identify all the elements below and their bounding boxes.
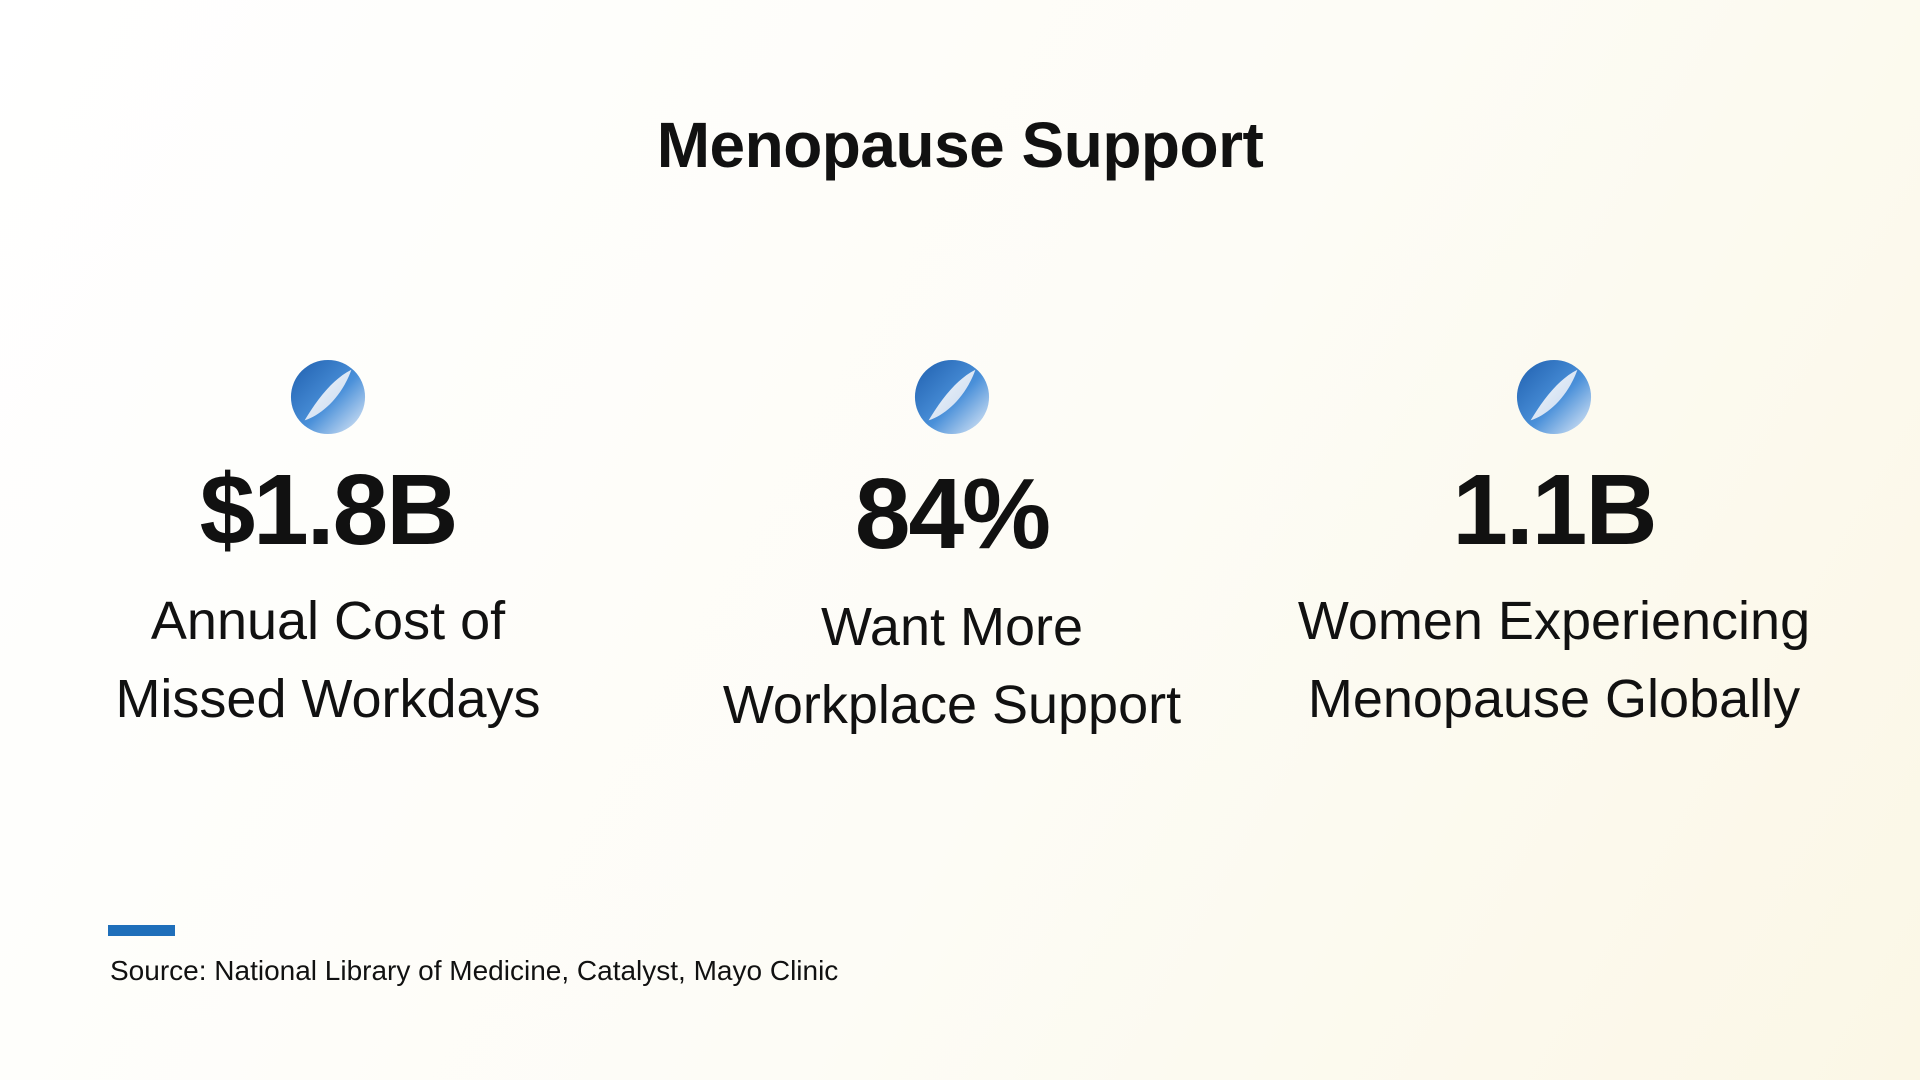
stat-label: Women Experiencing Menopause Globally <box>1274 582 1834 738</box>
stat-label: Annual Cost of Missed Workdays <box>48 582 608 738</box>
stat-value: 1.1B <box>1452 454 1657 566</box>
stat-card-workplace-support: 84% Want More Workplace Support <box>672 358 1232 744</box>
source-citation: Source: National Library of Medicine, Ca… <box>110 955 839 986</box>
stat-label-line: Menopause Globally <box>1307 669 1801 729</box>
stat-label: Want More Workplace Support <box>672 588 1232 744</box>
stat-label-line: Women Experiencing <box>1297 591 1811 651</box>
stat-label-line: Workplace Support <box>722 675 1182 735</box>
stat-label-line: Missed Workdays <box>115 669 541 729</box>
blue-orb-icon <box>1516 359 1592 435</box>
stat-card-annual-cost: $1.8B Annual Cost of Missed Workdays <box>48 358 608 738</box>
stat-value: $1.8B <box>199 454 459 566</box>
stat-card-women-globally: 1.1B Women Experiencing Menopause Global… <box>1274 358 1834 738</box>
stat-label-line: Annual Cost of <box>150 591 506 651</box>
stat-label-line: Want More <box>820 597 1084 657</box>
blue-orb-icon <box>914 359 990 435</box>
slide-title: Menopause Support <box>656 109 1264 181</box>
blue-orb-icon <box>290 359 366 435</box>
accent-bar <box>108 925 175 936</box>
stat-value: 84% <box>854 458 1051 570</box>
